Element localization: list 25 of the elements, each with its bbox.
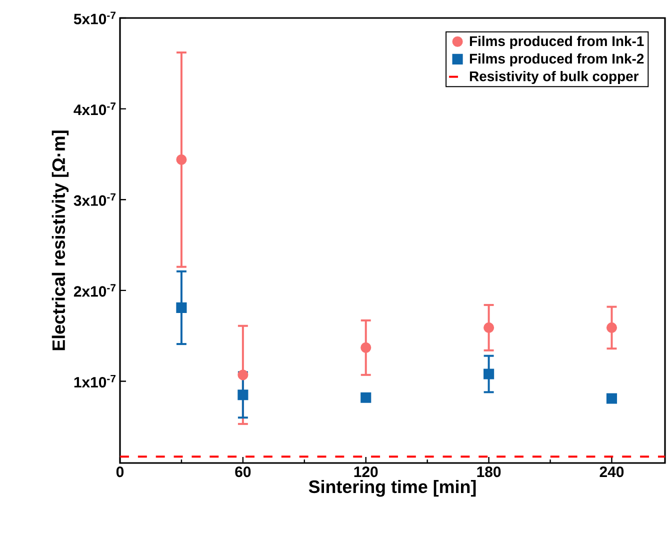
- x-tick-label: 120: [354, 466, 378, 478]
- point: [176, 154, 187, 165]
- x-tick-label: 60: [235, 466, 251, 478]
- legend-label: Films produced from Ink-2: [470, 53, 644, 66]
- point: [606, 322, 618, 333]
- point: [484, 322, 494, 333]
- y-tick-label: 4x10$^{-7}$: [74, 102, 116, 116]
- y-tick-label: 3x10$^{-7}$: [74, 193, 116, 206]
- point: [360, 342, 372, 353]
- x-tick-label: 240: [600, 466, 624, 478]
- point: [606, 393, 618, 404]
- point: [484, 368, 494, 380]
- x-tick-label: 180: [477, 466, 501, 478]
- legend-label: Resistivity of bulk copper: [470, 70, 639, 84]
- y-tick-label: 1x10$^{-7}$: [74, 375, 116, 388]
- point: [238, 370, 248, 380]
- x-axis-title: Sintering time [min]: [308, 480, 476, 497]
- y-tick-label: 5x10$^{-7}$: [74, 12, 116, 24]
- legend-label: Films produced from Ink-1: [470, 36, 644, 49]
- point: [238, 390, 248, 400]
- y-tick-label: 2x10$^{-7}$: [74, 284, 116, 297]
- point: [176, 302, 187, 313]
- x-tick-label: 0: [116, 466, 124, 478]
- y-axis-title: Electrical resistivity [Ω·m]: [52, 130, 69, 350]
- point: [360, 392, 372, 403]
